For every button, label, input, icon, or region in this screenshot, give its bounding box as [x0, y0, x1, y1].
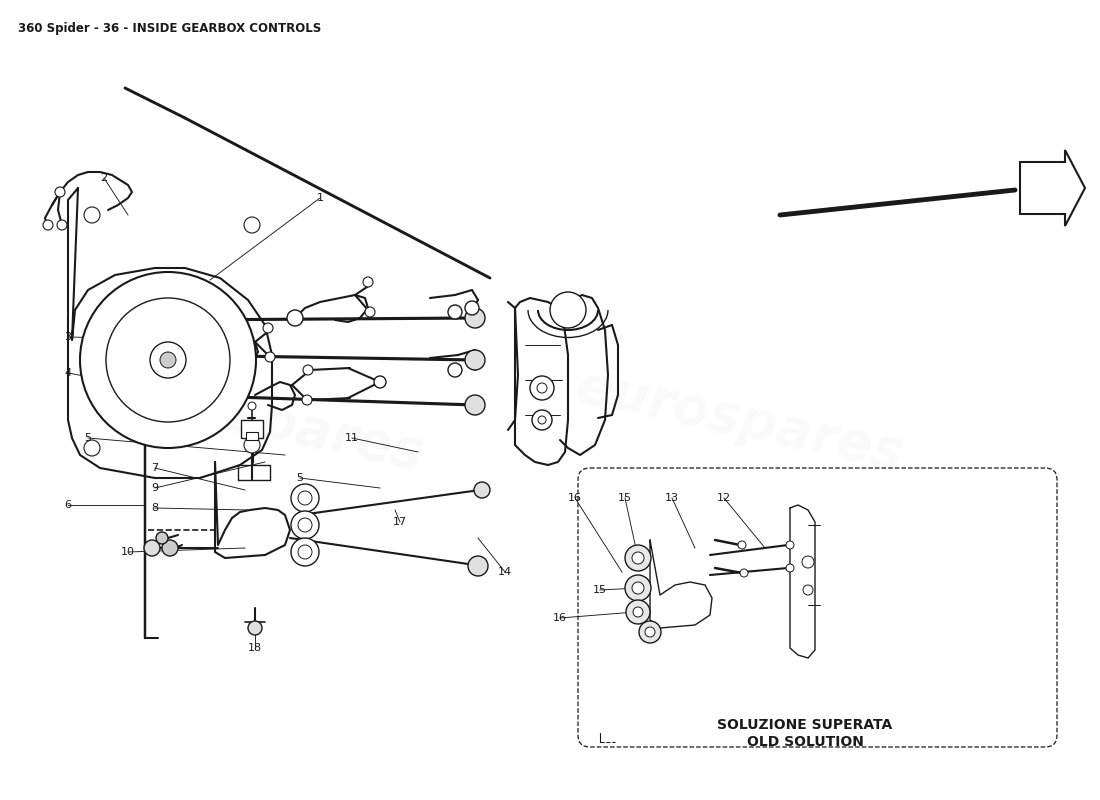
Circle shape [632, 552, 644, 564]
Circle shape [144, 540, 159, 556]
Text: eurospares: eurospares [91, 360, 429, 480]
Polygon shape [1020, 150, 1085, 226]
Circle shape [474, 482, 490, 498]
Circle shape [530, 376, 554, 400]
Text: 2: 2 [100, 173, 108, 183]
Text: 1: 1 [317, 193, 323, 203]
Text: 16: 16 [553, 613, 566, 623]
Text: 360 Spider - 36 - INSIDE GEARBOX CONTROLS: 360 Spider - 36 - INSIDE GEARBOX CONTROL… [18, 22, 321, 35]
Circle shape [244, 217, 260, 233]
Circle shape [263, 323, 273, 333]
Text: 8: 8 [152, 503, 158, 513]
Circle shape [786, 541, 794, 549]
Circle shape [738, 541, 746, 549]
Text: 10: 10 [121, 547, 135, 557]
Circle shape [150, 342, 186, 378]
Text: OLD SOLUTION: OLD SOLUTION [747, 735, 864, 749]
Circle shape [248, 402, 256, 410]
Circle shape [248, 621, 262, 635]
Text: 9: 9 [152, 483, 158, 493]
Circle shape [465, 395, 485, 415]
Circle shape [292, 511, 319, 539]
Circle shape [374, 376, 386, 388]
Circle shape [244, 437, 260, 453]
Circle shape [550, 292, 586, 328]
Circle shape [465, 308, 485, 328]
Circle shape [465, 350, 485, 370]
Text: 4: 4 [65, 368, 72, 378]
Text: 3: 3 [65, 332, 72, 342]
Circle shape [448, 363, 462, 377]
Text: 18: 18 [248, 643, 262, 653]
Circle shape [465, 301, 478, 315]
Circle shape [160, 352, 176, 368]
Circle shape [156, 532, 168, 544]
Circle shape [106, 298, 230, 422]
Circle shape [645, 627, 654, 637]
Text: 6: 6 [65, 500, 72, 510]
Circle shape [626, 600, 650, 624]
Text: 11: 11 [345, 433, 359, 443]
Circle shape [265, 352, 275, 362]
Text: 7: 7 [152, 463, 158, 473]
Circle shape [84, 440, 100, 456]
Circle shape [292, 484, 319, 512]
Text: 15: 15 [618, 493, 632, 503]
Circle shape [84, 207, 100, 223]
Circle shape [625, 545, 651, 571]
Circle shape [162, 540, 178, 556]
Circle shape [468, 556, 488, 576]
Text: 15: 15 [593, 585, 607, 595]
Text: 5: 5 [85, 433, 91, 443]
Bar [241, 420, 263, 438]
Circle shape [302, 365, 313, 375]
Text: SOLUZIONE SUPERATA: SOLUZIONE SUPERATA [717, 718, 892, 732]
Text: 14: 14 [498, 567, 513, 577]
Circle shape [537, 383, 547, 393]
Circle shape [639, 621, 661, 643]
Circle shape [538, 416, 546, 424]
Text: eurospares: eurospares [572, 360, 909, 480]
Text: 16: 16 [568, 493, 582, 503]
Circle shape [363, 277, 373, 287]
Circle shape [302, 395, 312, 405]
Circle shape [632, 607, 644, 617]
Bar [246, 432, 258, 440]
Text: 5: 5 [297, 473, 304, 483]
Circle shape [786, 564, 794, 572]
Circle shape [43, 220, 53, 230]
Circle shape [802, 556, 814, 568]
Circle shape [292, 538, 319, 566]
Circle shape [298, 491, 312, 505]
Circle shape [298, 518, 312, 532]
Text: 13: 13 [666, 493, 679, 503]
Circle shape [287, 310, 303, 326]
Circle shape [532, 410, 552, 430]
Circle shape [448, 305, 462, 319]
Circle shape [803, 585, 813, 595]
Circle shape [740, 569, 748, 577]
Circle shape [365, 307, 375, 317]
Text: 17: 17 [393, 517, 407, 527]
Circle shape [57, 220, 67, 230]
Circle shape [625, 575, 651, 601]
FancyBboxPatch shape [578, 468, 1057, 747]
Circle shape [632, 582, 644, 594]
Circle shape [298, 545, 312, 559]
Circle shape [55, 187, 65, 197]
Text: 12: 12 [717, 493, 732, 503]
Circle shape [80, 272, 256, 448]
